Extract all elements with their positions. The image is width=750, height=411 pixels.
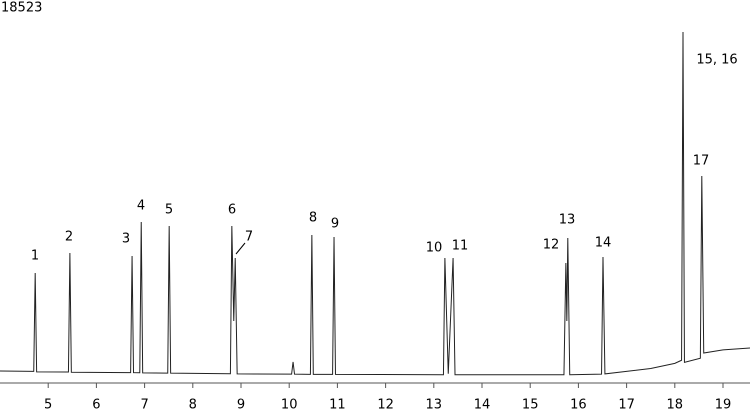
peak-label: 15, 16 [696,53,737,68]
x-tick-label: 16 [570,398,587,411]
x-tick-label: 14 [474,398,491,411]
x-tick-label: 13 [426,398,443,411]
peak-label: 13 [559,213,576,228]
peak-label: 8 [309,211,317,226]
peak-label: 6 [228,203,236,218]
peak-label: 12 [543,238,560,253]
x-tick-label: 9 [237,398,245,411]
x-tick-label: 19 [715,398,732,411]
peak-label: 2 [65,230,73,245]
peak-label: 7 [245,230,253,245]
x-tick-label: 12 [377,398,394,411]
x-tick-label: 10 [281,398,298,411]
x-tick-label: 8 [189,398,197,411]
x-tick-label: 6 [92,398,100,411]
x-tick-label: 17 [618,398,635,411]
peak-label: 10 [426,241,443,256]
x-tick-label: 11 [329,398,346,411]
peak-label: 17 [693,154,710,169]
peak-label: 4 [137,199,145,214]
y-tick-label: 18523 [1,1,42,16]
peak-label: 5 [165,203,173,218]
peak-label: 1 [31,249,39,264]
peak-label: 9 [331,217,339,232]
x-tick-label: 18 [667,398,684,411]
trace [0,32,750,376]
peak-label: 11 [452,239,469,254]
peak-label: 3 [122,232,130,247]
x-tick-label: 7 [140,398,148,411]
x-tick-label: 5 [44,398,52,411]
leader-line [235,242,246,255]
x-tick-label: 15 [522,398,539,411]
peak-label: 14 [595,236,612,251]
